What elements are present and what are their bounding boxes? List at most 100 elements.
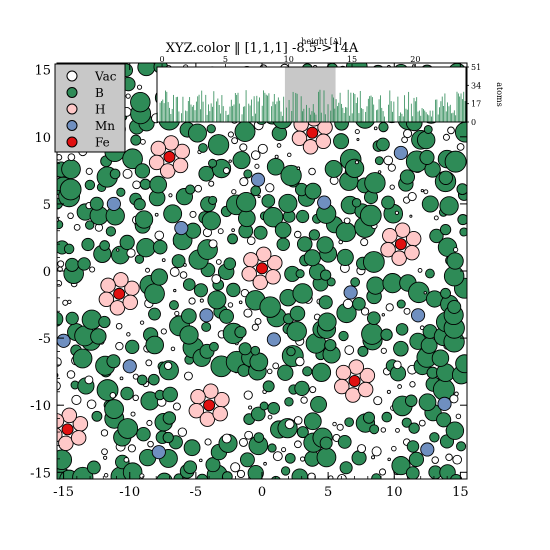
inset-bar: [332, 97, 334, 122]
inset-bar: [423, 109, 424, 122]
inset-bar: [464, 101, 466, 122]
inset-bar: [220, 113, 221, 122]
inset-bar: [167, 102, 169, 122]
vac-point: [403, 129, 413, 139]
vac-point: [254, 163, 260, 169]
vac-point: [119, 376, 124, 381]
b-atom-point: [84, 179, 96, 191]
vac-point: [386, 389, 391, 394]
b-atom-point: [116, 187, 126, 197]
b-atom-point: [286, 321, 307, 342]
inset-bar: [244, 106, 246, 122]
vac-point: [66, 370, 76, 379]
b-atom-point: [357, 345, 369, 357]
b-atom-point: [439, 196, 459, 216]
b-atom-point: [144, 283, 165, 304]
inset-bar: [202, 101, 204, 122]
inset-bar: [437, 114, 439, 122]
b-atom-point: [234, 121, 256, 143]
b-atom-point: [439, 464, 456, 479]
b-atom-point: [317, 312, 337, 332]
h-atom-point: [100, 277, 116, 294]
vac-point: [433, 215, 439, 221]
inset-bar: [338, 102, 340, 122]
vac-point: [251, 323, 259, 331]
b-atom-point: [361, 323, 383, 345]
b-atom-point: [437, 237, 458, 257]
vac-point: [342, 298, 354, 310]
inset-bar: [271, 106, 273, 122]
fe-atom-point: [348, 375, 361, 388]
vac-point: [73, 224, 81, 231]
b-atom-point: [134, 210, 154, 229]
b-atom-point: [291, 468, 309, 479]
inset-bar: [241, 114, 243, 122]
fe-atom-point: [113, 287, 126, 300]
b-atom-point: [253, 225, 268, 240]
b-atom-point: [450, 473, 463, 479]
b-atom-point: [292, 283, 313, 304]
inset-bar: [444, 93, 446, 122]
vac-point: [356, 480, 361, 485]
vac-point: [294, 230, 302, 239]
y-tick-label: -15: [30, 466, 51, 481]
vac-point: [115, 322, 123, 330]
h-atom-point: [98, 291, 115, 308]
b-atom-point: [276, 237, 290, 251]
inset-bar: [345, 107, 346, 122]
b-atom-point: [183, 439, 201, 457]
vac-point: [160, 328, 167, 335]
b-atom-point: [335, 221, 357, 243]
fe-atom-point: [306, 126, 319, 139]
h-atom-point: [163, 135, 179, 151]
vac-point: [409, 214, 413, 218]
vac-point: [125, 93, 131, 99]
inset-bar: [206, 114, 208, 122]
b-atom-point: [61, 159, 81, 179]
inset-bar: [402, 116, 404, 122]
b-atom-point: [401, 417, 412, 428]
inset-bar: [341, 103, 342, 122]
vac-point: [71, 394, 82, 405]
inset-bar: [347, 89, 349, 122]
b-atom-point: [296, 426, 309, 439]
inset-bar: [249, 105, 251, 122]
inset-bar: [358, 113, 360, 122]
y-tick-label: 5: [43, 198, 51, 213]
inset-bar: [222, 106, 224, 122]
b-atom-point: [109, 168, 121, 180]
vac-point: [383, 155, 394, 166]
inset-bar: [189, 97, 191, 122]
inset-bar: [257, 101, 259, 122]
h-atom-point: [159, 163, 176, 179]
b-atom-point: [381, 195, 395, 210]
y-tick-label: -10: [30, 399, 51, 414]
b-atom-point: [130, 134, 142, 146]
inset-x-tick-label: 20: [410, 55, 420, 64]
inset-bar: [230, 99, 232, 122]
mn-point: [106, 196, 121, 211]
inset-x-tick-label: 0: [160, 55, 165, 64]
b-atom-point: [395, 323, 409, 336]
vac-point: [230, 462, 241, 473]
inset-bar: [295, 92, 297, 122]
vac-point: [308, 167, 316, 176]
b-atom-point: [193, 283, 208, 298]
vac-point: [57, 154, 63, 161]
inset-bar: [397, 96, 399, 122]
b-atom-point: [162, 411, 177, 425]
h-atom-point: [302, 139, 319, 155]
vac-point: [85, 167, 93, 175]
inset-bar: [424, 110, 426, 122]
b-atom-point: [198, 143, 208, 153]
b-atom-point: [89, 196, 104, 211]
b-atom-point: [250, 406, 266, 422]
b-atom-point: [336, 248, 354, 266]
vac-point: [57, 260, 65, 268]
inset-bar: [288, 99, 290, 122]
b-atom-point: [145, 335, 164, 355]
vac-point: [309, 386, 317, 394]
b-atom-point: [162, 386, 178, 403]
b-atom-point: [72, 348, 93, 369]
b-atom-point: [380, 328, 393, 341]
